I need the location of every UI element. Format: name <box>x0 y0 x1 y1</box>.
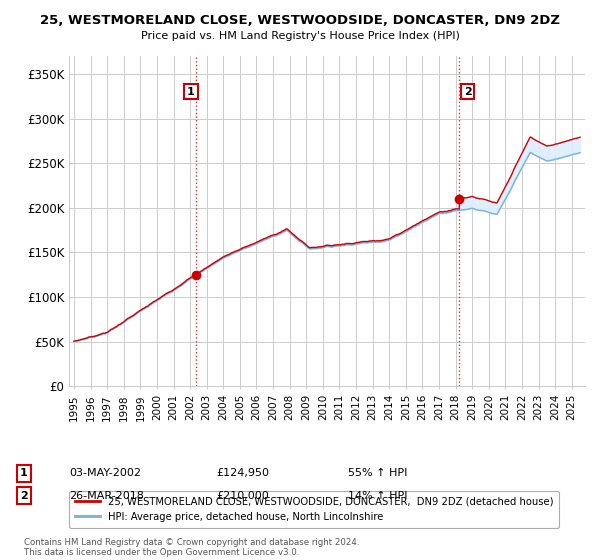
Text: 1: 1 <box>20 468 28 478</box>
Text: £124,950: £124,950 <box>216 468 269 478</box>
Text: 2: 2 <box>20 491 28 501</box>
Text: 1: 1 <box>187 87 195 97</box>
Text: £210,000: £210,000 <box>216 491 269 501</box>
Text: 2: 2 <box>464 87 472 97</box>
Text: 14% ↑ HPI: 14% ↑ HPI <box>348 491 407 501</box>
Text: 26-MAR-2018: 26-MAR-2018 <box>69 491 144 501</box>
Text: 25, WESTMORELAND CLOSE, WESTWOODSIDE, DONCASTER, DN9 2DZ: 25, WESTMORELAND CLOSE, WESTWOODSIDE, DO… <box>40 14 560 27</box>
Text: 55% ↑ HPI: 55% ↑ HPI <box>348 468 407 478</box>
Text: 03-MAY-2002: 03-MAY-2002 <box>69 468 141 478</box>
Text: Price paid vs. HM Land Registry's House Price Index (HPI): Price paid vs. HM Land Registry's House … <box>140 31 460 41</box>
Text: Contains HM Land Registry data © Crown copyright and database right 2024.
This d: Contains HM Land Registry data © Crown c… <box>24 538 359 557</box>
Legend: 25, WESTMORELAND CLOSE, WESTWOODSIDE, DONCASTER,  DN9 2DZ (detached house), HPI:: 25, WESTMORELAND CLOSE, WESTWOODSIDE, DO… <box>69 491 559 528</box>
